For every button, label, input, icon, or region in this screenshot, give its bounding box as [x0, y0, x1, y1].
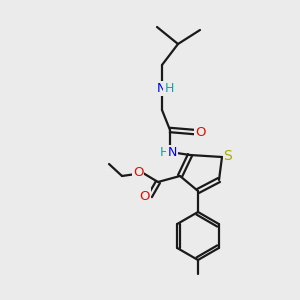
- Text: H: H: [159, 146, 169, 158]
- Text: O: O: [133, 166, 143, 178]
- Text: N: N: [156, 82, 166, 94]
- Text: N: N: [167, 146, 177, 158]
- Text: O: O: [140, 190, 150, 202]
- Text: H: H: [164, 82, 174, 94]
- Text: O: O: [195, 125, 205, 139]
- Text: S: S: [224, 149, 232, 163]
